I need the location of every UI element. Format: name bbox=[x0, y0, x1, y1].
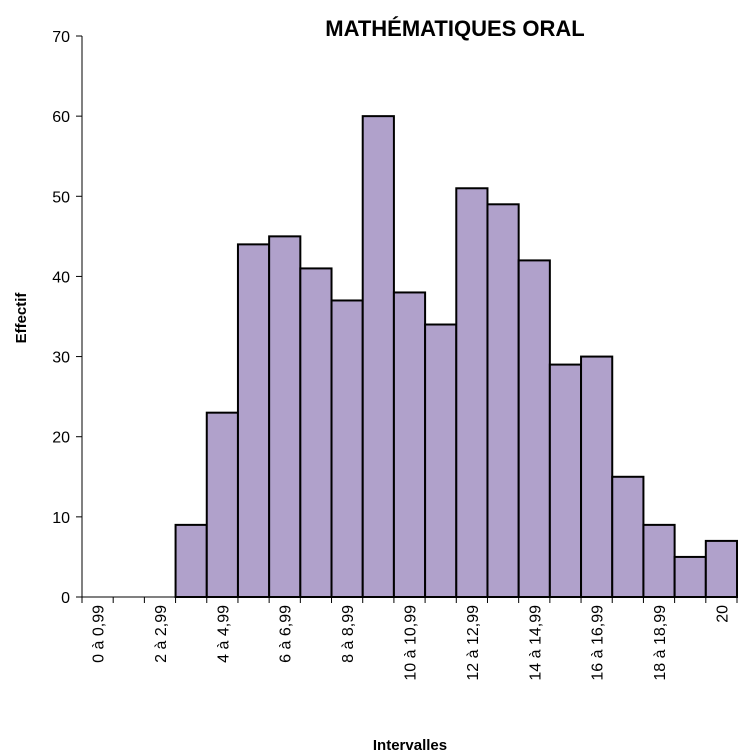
bar bbox=[580, 355, 614, 599]
bar bbox=[236, 243, 271, 598]
x-tick-label: 4 à 4,99 bbox=[215, 605, 232, 663]
y-tick-label: 60 bbox=[52, 109, 70, 126]
bar bbox=[611, 475, 645, 598]
x-tick-label: 20 bbox=[714, 605, 731, 623]
bar bbox=[548, 363, 583, 599]
bar bbox=[673, 555, 707, 599]
bar bbox=[517, 259, 551, 598]
x-axis-label: Intervalles bbox=[373, 737, 447, 754]
y-tick-label: 50 bbox=[52, 189, 70, 206]
bar bbox=[268, 235, 302, 598]
bar bbox=[299, 267, 333, 598]
y-tick-label: 0 bbox=[61, 590, 70, 607]
bar bbox=[455, 187, 489, 598]
y-axis-label: Effectif bbox=[13, 292, 30, 344]
chart-title: MATHÉMATIQUES ORAL bbox=[325, 16, 585, 41]
bar bbox=[704, 539, 738, 599]
bar bbox=[330, 299, 364, 598]
x-tick-label: 8 à 8,99 bbox=[340, 605, 357, 663]
y-tick-label: 40 bbox=[52, 269, 70, 286]
bar bbox=[486, 203, 520, 599]
x-tick-label: 18 à 18,99 bbox=[652, 605, 669, 681]
x-tick-label: 0 à 0,99 bbox=[91, 605, 108, 663]
y-tick-label: 30 bbox=[52, 350, 70, 367]
x-tick-label: 6 à 6,99 bbox=[278, 605, 295, 663]
bar bbox=[205, 411, 239, 598]
x-tick-label: 16 à 16,99 bbox=[590, 605, 607, 681]
x-tick-label: 14 à 14,99 bbox=[527, 605, 544, 681]
x-tick-label: 2 à 2,99 bbox=[153, 605, 170, 663]
bar bbox=[361, 115, 395, 599]
bar bbox=[424, 323, 458, 598]
x-tick-label: 12 à 12,99 bbox=[465, 605, 482, 681]
y-tick-label: 20 bbox=[52, 430, 70, 447]
bar bbox=[642, 523, 676, 598]
bar bbox=[174, 523, 208, 598]
x-tick-label: 10 à 10,99 bbox=[403, 605, 420, 681]
y-tick-label: 70 bbox=[52, 29, 70, 46]
y-tick-label: 10 bbox=[52, 510, 70, 527]
bar bbox=[392, 291, 427, 598]
